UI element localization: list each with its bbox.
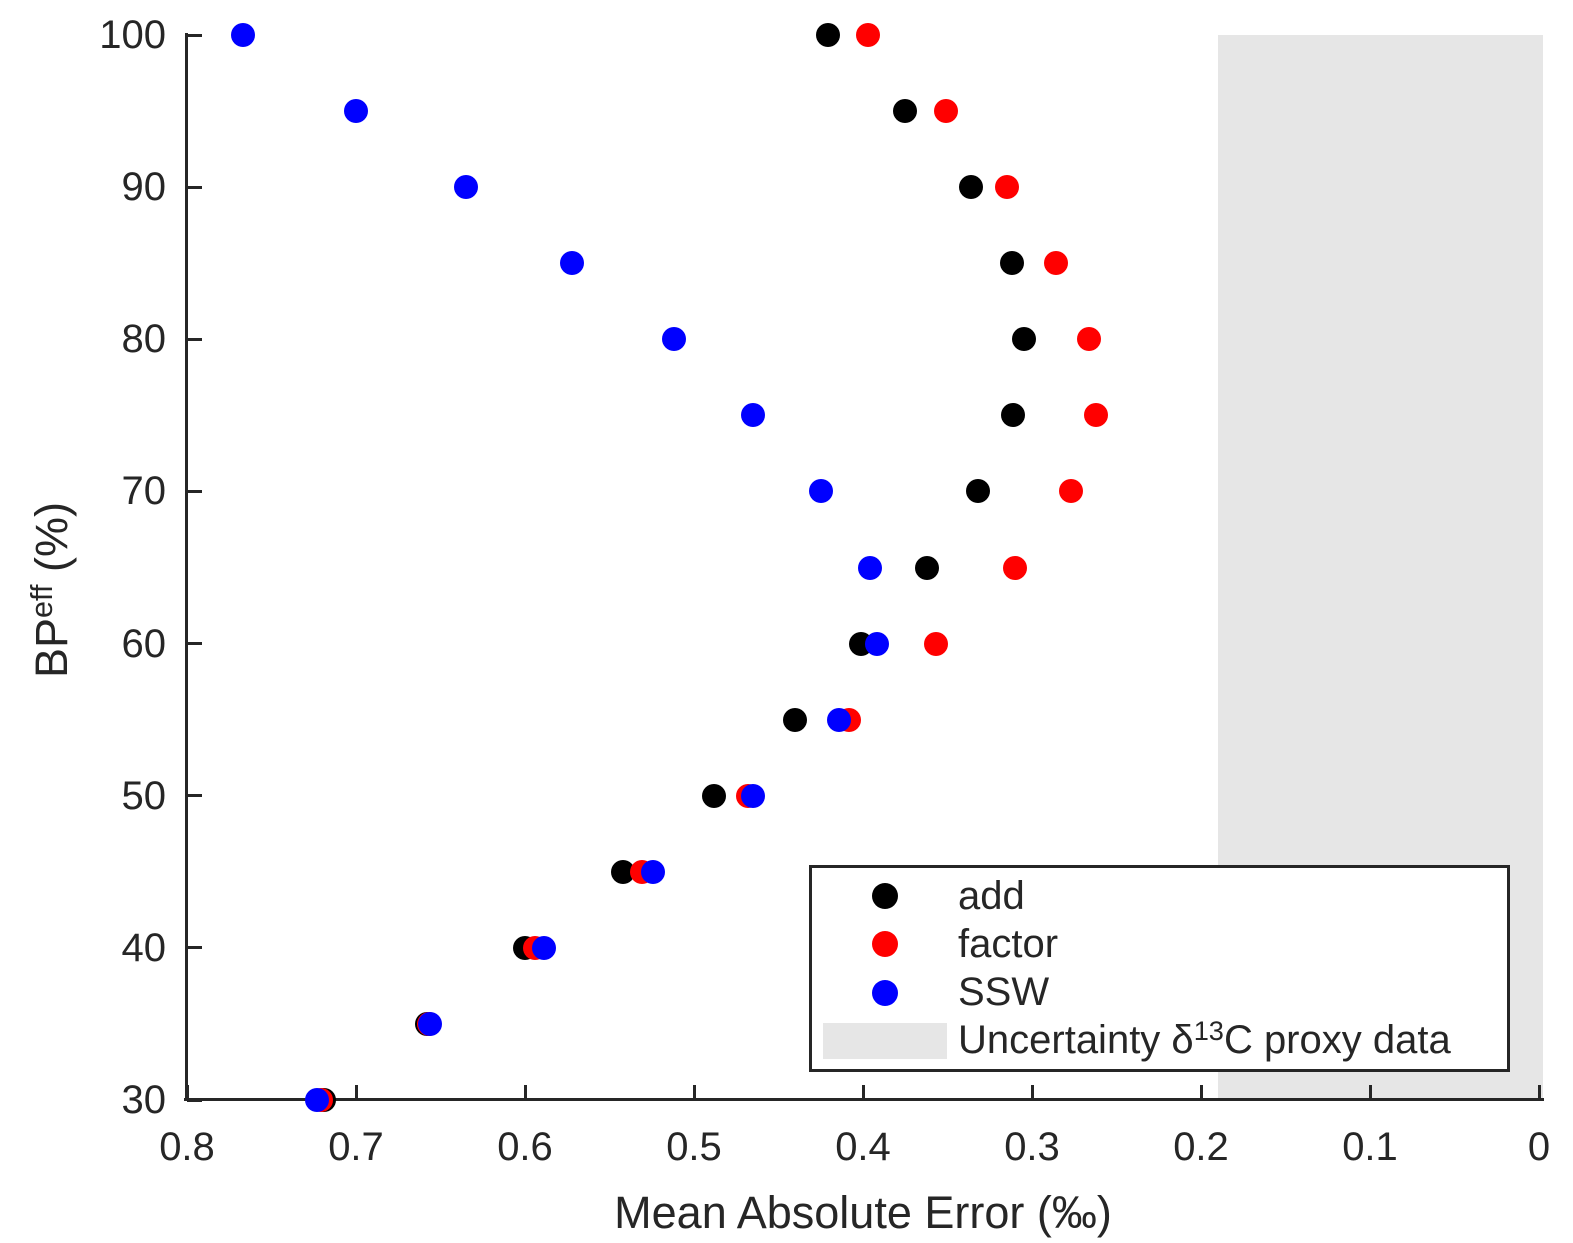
data-point-SSW [864, 631, 889, 656]
y-tick-label: 30 [121, 1078, 167, 1122]
x-tick-label: 0.1 [1342, 1125, 1398, 1169]
legend-entry-uncertainty: Uncertainty δ13C proxy data [812, 1014, 1507, 1063]
data-point-factor [1043, 251, 1068, 276]
y-tick-label: 100 [99, 13, 166, 57]
data-point-add [815, 23, 840, 47]
y-axis-title-text: BPeff (%) [24, 502, 77, 678]
y-tick [187, 1098, 202, 1102]
x-tick-label: 0.6 [497, 1125, 553, 1169]
data-point-factor [1084, 403, 1109, 428]
x-tick-label: 0.3 [1004, 1125, 1060, 1169]
legend-label-add: add [958, 873, 1025, 918]
legend-swatch-uncertainty [823, 1022, 947, 1059]
data-point-factor [1058, 479, 1083, 504]
data-point-factor [1003, 555, 1028, 580]
x-tick-label: 0.4 [835, 1125, 891, 1169]
data-point-SSW [560, 251, 585, 276]
y-tick [187, 489, 202, 493]
x-tick [185, 1085, 189, 1100]
data-point-SSW [453, 175, 478, 200]
x-tick [692, 1085, 696, 1100]
x-tick [1537, 1085, 1541, 1100]
data-point-factor [933, 99, 958, 124]
data-point-SSW [741, 403, 766, 428]
legend-entry-ssw: SSW [812, 970, 1507, 1015]
data-point-SSW [661, 327, 686, 352]
data-point-SSW [808, 479, 833, 504]
data-point-add [702, 783, 727, 808]
legend: add factor SSW Uncertainty δ13C proxy da… [809, 865, 1510, 1072]
x-tick [354, 1085, 358, 1100]
data-point-SSW [344, 99, 368, 124]
data-point-add [999, 251, 1024, 276]
data-point-add [915, 555, 940, 580]
data-point-factor [994, 175, 1019, 200]
legend-marker-add [872, 883, 898, 910]
y-tick [187, 337, 202, 341]
data-point-add [1011, 327, 1036, 352]
y-tick-label: 80 [121, 317, 167, 362]
x-tick [1368, 1085, 1372, 1100]
legend-entry-factor: factor [812, 922, 1507, 966]
data-point-factor [923, 631, 948, 656]
legend-label-factor: factor [958, 921, 1059, 966]
data-point-SSW [418, 1011, 443, 1036]
legend-marker-ssw [872, 979, 898, 1006]
x-tick [1199, 1085, 1203, 1100]
legend-label-uncertainty: Uncertainty δ13C proxy data [958, 1014, 1451, 1063]
x-tick-label: 0.8 [159, 1125, 215, 1169]
x-tick-label: 0.2 [1173, 1125, 1229, 1169]
x-tick [1030, 1085, 1034, 1100]
x-axis-title: Mean Absolute Error (‰) [187, 1188, 1539, 1238]
y-axis-line [185, 33, 188, 1101]
x-tick [523, 1085, 527, 1100]
y-tick-label: 90 [121, 165, 167, 210]
data-point-SSW [230, 23, 255, 47]
y-tick [187, 946, 202, 950]
x-tick [861, 1085, 865, 1100]
data-point-factor [1077, 327, 1102, 352]
data-point-factor [856, 23, 881, 47]
data-point-add [893, 99, 918, 124]
y-tick-label: 40 [121, 925, 167, 970]
y-tick-label: 50 [121, 773, 167, 818]
data-point-SSW [641, 859, 666, 884]
x-tick-label: 0.5 [666, 1125, 722, 1169]
y-tick [187, 33, 202, 37]
data-point-SSW [531, 935, 556, 960]
data-point-SSW [305, 1088, 330, 1112]
y-tick-label: 70 [121, 469, 167, 514]
y-tick [187, 642, 202, 646]
x-tick-label: 0.7 [328, 1125, 384, 1169]
legend-label-ssw: SSW [958, 970, 1050, 1015]
y-tick [187, 185, 202, 189]
y-tick-label: 60 [121, 621, 167, 666]
data-point-add [783, 707, 808, 732]
data-point-SSW [741, 783, 766, 808]
x-tick-label: 0 [1527, 1125, 1551, 1169]
y-tick [187, 794, 202, 798]
data-point-SSW [857, 555, 882, 580]
data-point-SSW [827, 707, 852, 732]
legend-marker-factor [872, 931, 898, 958]
data-point-add [965, 479, 990, 504]
x-axis-title-text: Mean Absolute Error (‰) [614, 1187, 1112, 1238]
legend-entry-add: add [812, 874, 1507, 918]
data-point-add [1001, 403, 1026, 428]
data-point-add [959, 175, 984, 200]
